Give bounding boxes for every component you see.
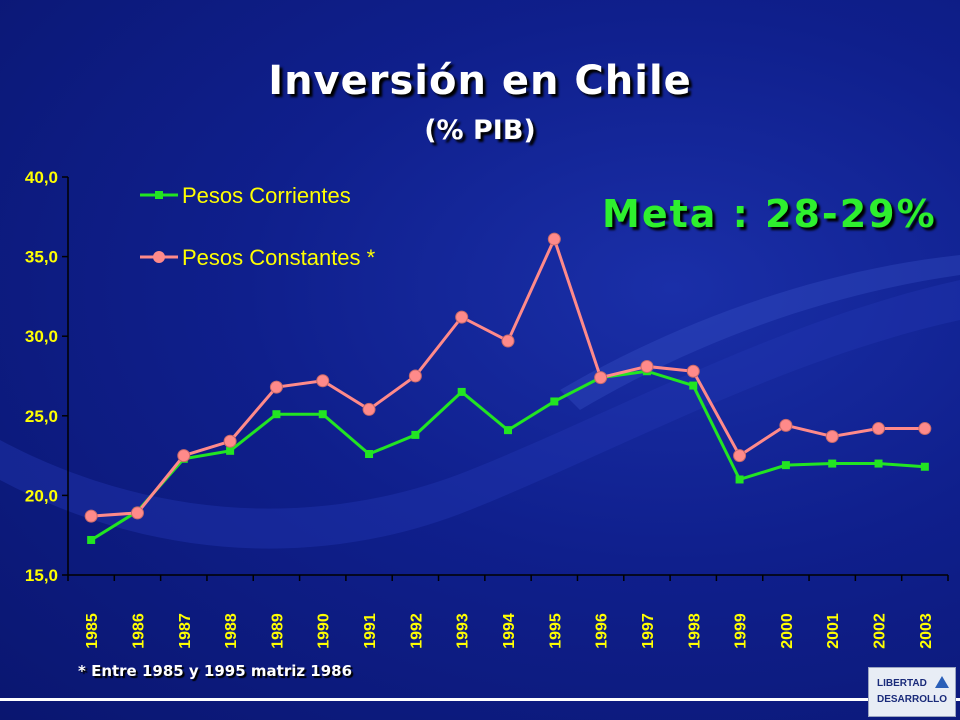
data-point-constantes (408, 369, 422, 383)
data-point-corrientes (87, 535, 96, 544)
data-point-corrientes (550, 397, 559, 406)
data-point-constantes (223, 434, 237, 448)
data-point-constantes (501, 334, 515, 348)
x-tick-label: 2001 (825, 613, 842, 649)
x-tick-label: 1994 (501, 613, 518, 649)
x-tick-label: 1991 (362, 613, 379, 649)
data-point-constantes (455, 310, 469, 324)
data-point-corrientes (272, 410, 281, 419)
data-point-constantes (640, 359, 654, 373)
line-chart: 15,0 20,0 25,0 30,0 35,0 40,0 1985 1986 1987 1988… (25, 168, 949, 649)
data-point-constantes (316, 374, 330, 388)
footnote: * Entre 1985 y 1995 matriz 1986 (78, 662, 353, 680)
libertad-desarrollo-logo: LIBERTAD DESARROLLO (868, 667, 956, 717)
chart-ticks: 15,0 20,0 25,0 30,0 35,0 40,0 1985 1986 1987 1988… (25, 168, 949, 649)
x-tick-label: 1992 (408, 613, 425, 649)
data-point-corrientes (504, 426, 512, 435)
data-point-constantes (779, 418, 793, 432)
y-tick-label: 35,0 (25, 248, 58, 267)
x-tick-label: 1998 (686, 613, 703, 649)
x-tick-label: 1988 (223, 613, 240, 649)
data-point-corrientes (920, 462, 929, 471)
data-point-corrientes (318, 410, 327, 419)
x-tick-label: 1986 (130, 613, 147, 649)
y-tick-label: 15,0 (25, 566, 58, 585)
logo-mark-icon (935, 676, 949, 688)
chart-subtitle: (% PIB) (424, 115, 536, 146)
x-tick-label: 1997 (640, 613, 657, 649)
x-tick-label: 1999 (733, 613, 750, 649)
legend-label: Pesos Corrientes (182, 183, 351, 208)
series-line-constantes (91, 234, 925, 518)
data-point-corrientes (226, 446, 235, 455)
y-tick-label: 40,0 (25, 168, 58, 187)
series-line-corrientes (90, 369, 925, 542)
x-tick-label: 1985 (84, 613, 101, 649)
y-tick-label: 25,0 (25, 407, 58, 426)
data-point-corrientes (735, 475, 744, 484)
data-point-corrientes (689, 381, 698, 390)
bottom-divider (0, 698, 960, 701)
data-point-constantes (547, 232, 561, 246)
logo-line1: LIBERTAD (877, 678, 927, 689)
data-point-constantes (362, 402, 376, 416)
data-point-constantes (733, 449, 747, 463)
data-point-constantes (177, 449, 191, 463)
data-point-corrientes (365, 450, 374, 459)
x-tick-label: 2003 (918, 613, 935, 649)
data-point-corrientes (457, 387, 466, 396)
data-point-constantes (686, 364, 700, 378)
data-point-constantes (130, 506, 144, 520)
data-point-corrientes (411, 430, 420, 439)
data-point-constantes (84, 509, 98, 523)
data-point-corrientes (874, 459, 883, 468)
legend-marker-square (155, 191, 163, 199)
x-tick-label: 1996 (594, 613, 611, 649)
y-tick-label: 30,0 (25, 327, 58, 346)
chart-axes (67, 177, 948, 576)
chart-title: Inversión en Chile (268, 58, 692, 104)
chart-legend: Pesos Corrientes Pesos Constantes * (140, 183, 376, 270)
x-tick-label: 1989 (269, 613, 286, 649)
x-tick-label: 1987 (177, 613, 194, 649)
logo-line2: DESARROLLO (877, 694, 947, 705)
data-point-constantes (594, 371, 608, 385)
data-point-corrientes (828, 459, 837, 468)
legend-marker-circle (153, 251, 165, 263)
data-point-constantes (872, 422, 886, 436)
data-point-constantes (918, 422, 932, 436)
x-tick-label: 2002 (872, 613, 889, 649)
data-point-corrientes (781, 461, 790, 470)
data-point-constantes (825, 429, 839, 443)
chart-series (84, 232, 932, 544)
x-tick-label: 1995 (547, 613, 564, 649)
legend-label: Pesos Constantes * (182, 245, 376, 270)
x-tick-label: 1990 (316, 613, 333, 649)
x-tick-label: 1993 (455, 613, 472, 649)
x-tick-label: 2000 (779, 613, 796, 649)
y-tick-label: 20,0 (25, 486, 58, 505)
meta-annotation: Meta : 28-29% (602, 192, 937, 236)
data-point-constantes (269, 380, 283, 394)
